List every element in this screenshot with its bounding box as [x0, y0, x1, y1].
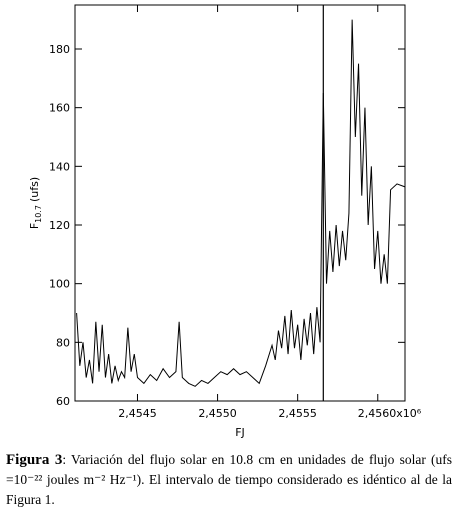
- y-label-base: F: [28, 223, 41, 229]
- y-tick-label: 160: [49, 102, 70, 115]
- y-axis-label: F10.7 (ufs): [28, 177, 43, 229]
- caption-label: Figura 3: [6, 452, 63, 468]
- y-tick-label: 60: [56, 395, 70, 408]
- caption-text: : Variación del flujo solar en 10.8 cm e…: [6, 452, 452, 507]
- x-tick-label: 2,4560x10⁶: [358, 407, 422, 420]
- y-tick-label: 140: [49, 160, 70, 173]
- x-tick-label: 2,4545: [118, 407, 157, 420]
- y-label-sub: 10.7: [34, 205, 43, 223]
- data-line: [76, 19, 406, 387]
- x-tick-label: 2,4550: [198, 407, 237, 420]
- y-tick-label: 180: [49, 43, 70, 56]
- plot-frame: [74, 4, 406, 402]
- chart: FJ F10.7 (ufs) 60 80 100 120 140 160 180 2,4545 2…: [28, 4, 422, 439]
- y-tick-label: 120: [49, 219, 70, 232]
- caption: Figura 3: Variación del flujo solar en 1…: [6, 450, 452, 510]
- x-axis-label: FJ: [235, 426, 245, 439]
- y-tick-label: 100: [49, 278, 70, 291]
- y-label-unit: (ufs): [28, 177, 41, 202]
- y-tick-label: 80: [56, 336, 70, 349]
- x-tick-label: 2,4555: [278, 407, 317, 420]
